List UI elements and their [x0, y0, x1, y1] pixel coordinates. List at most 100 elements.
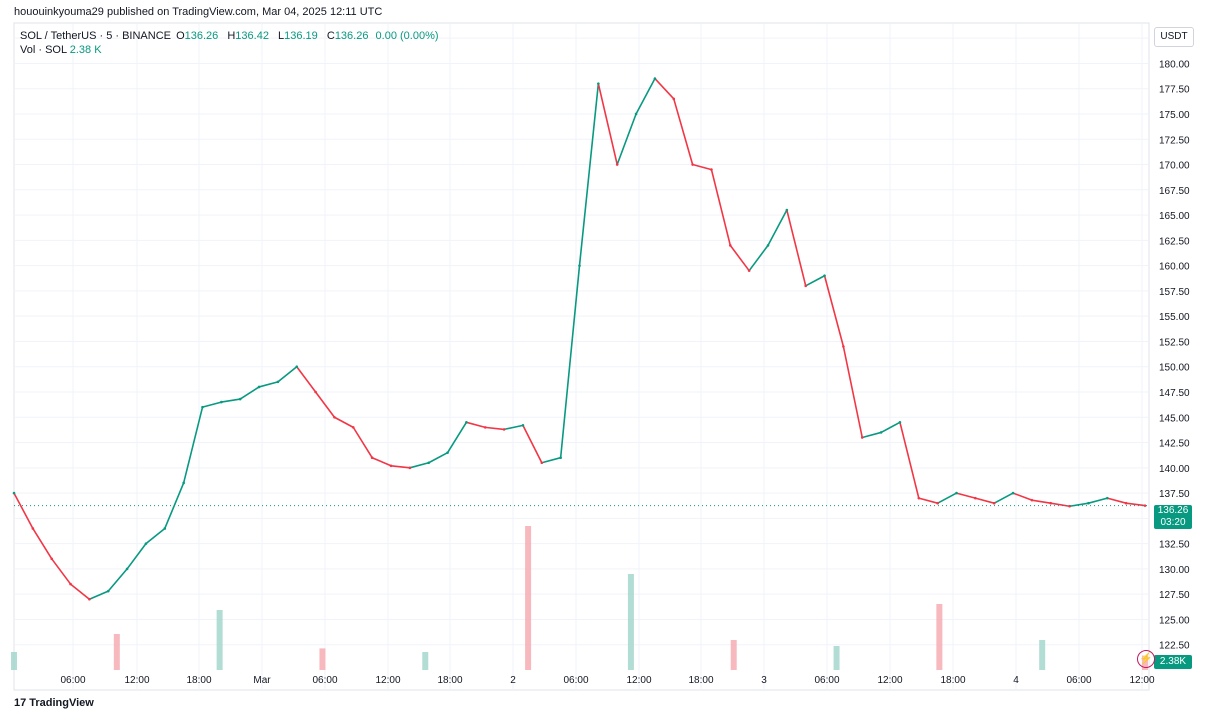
y-tick-label: 167.50 [1159, 186, 1190, 197]
price-segment [126, 543, 147, 570]
lightning-icon[interactable]: ⚡ [1137, 650, 1155, 668]
price-segment [390, 464, 410, 469]
x-tick-label: 12:00 [375, 675, 400, 686]
price-point [1124, 501, 1128, 505]
volume-bar [833, 646, 840, 670]
price-segment [258, 381, 279, 388]
price-segment [334, 416, 354, 429]
volume-bar [422, 652, 429, 670]
price-point [125, 567, 129, 571]
price-segment [899, 422, 920, 499]
volume-label[interactable]: Vol · SOL [20, 44, 67, 56]
price-segment [993, 492, 1014, 504]
price-point [276, 380, 280, 384]
price-point [295, 365, 299, 369]
y-tick-label: 172.50 [1159, 135, 1190, 146]
price-point [182, 481, 185, 485]
price-segment [352, 426, 373, 459]
x-tick-label: 06:00 [60, 675, 85, 686]
last-volume-label: 2.38K [1154, 655, 1192, 669]
price-point [974, 496, 977, 500]
volume-bar [936, 604, 943, 670]
price-point [50, 557, 53, 561]
price-point [729, 244, 732, 247]
price-point [691, 163, 694, 166]
price-point [201, 405, 204, 409]
price-point [69, 582, 72, 586]
chart-legend: SOL / TetherUS · 5 · BINANCE O136.26 H13… [20, 29, 443, 57]
price-point [333, 415, 336, 419]
price-point [540, 461, 544, 465]
price-segment [182, 406, 204, 484]
price-segment [692, 163, 712, 171]
symbol-label[interactable]: SOL / TetherUS · 5 · BINANCE [20, 30, 171, 42]
price-point [1049, 501, 1053, 505]
ohlc-row: SOL / TetherUS · 5 · BINANCE O136.26 H13… [20, 29, 443, 43]
y-tick-label: 177.50 [1159, 85, 1190, 96]
x-tick-label: 18:00 [437, 675, 462, 686]
x-tick-label: 06:00 [312, 675, 337, 686]
price-point [521, 424, 525, 427]
y-tick-label: 165.00 [1159, 211, 1190, 222]
x-tick-label: 12:00 [1129, 675, 1154, 686]
price-segment [1126, 502, 1146, 507]
y-tick-label: 127.50 [1159, 590, 1190, 601]
price-segment [541, 456, 561, 464]
low-value: 136.19 [284, 30, 318, 42]
close-key: C [326, 30, 335, 42]
price-segment [221, 398, 241, 403]
x-tick-label: 2 [510, 675, 516, 686]
price-point [314, 390, 317, 394]
y-tick-label: 122.50 [1159, 641, 1190, 652]
y-tick-label: 162.50 [1159, 236, 1190, 247]
price-segment [710, 169, 732, 246]
price-segment [1069, 502, 1089, 508]
price-segment [503, 424, 524, 431]
price-segment [239, 386, 260, 400]
price-point [747, 269, 751, 272]
price-segment [409, 461, 429, 469]
price-point [1143, 504, 1147, 507]
y-tick-label: 130.00 [1159, 565, 1190, 576]
x-tick-label: 18:00 [940, 675, 965, 686]
x-tick-label: 3 [761, 675, 767, 686]
currency-button[interactable]: USDT [1154, 27, 1194, 47]
volume-bar [1039, 640, 1046, 670]
price-point [653, 77, 657, 80]
plot-frame [13, 22, 1150, 691]
price-point [163, 527, 167, 530]
price-segment [466, 421, 486, 429]
price-point [879, 431, 883, 434]
y-tick-label: 180.00 [1159, 59, 1190, 70]
price-segment [428, 451, 448, 464]
price-point [352, 426, 355, 429]
y-tick-label: 170.00 [1159, 161, 1190, 172]
price-segment [296, 366, 317, 393]
publish-info: hououinkyouma29 published on TradingView… [14, 6, 383, 18]
price-segment [522, 424, 543, 464]
price-segment [89, 590, 109, 600]
price-point [992, 501, 996, 505]
tradingview-footer[interactable]: 17 TradingView [14, 697, 94, 709]
price-segment [956, 492, 976, 499]
price-segment [51, 558, 72, 585]
price-segment [729, 244, 750, 272]
price-point [31, 527, 35, 530]
low-key: L [278, 30, 285, 42]
price-segment [975, 497, 995, 504]
price-point [144, 542, 148, 545]
price-point [578, 264, 581, 267]
price-segment [314, 391, 336, 418]
price-segment [1012, 492, 1033, 501]
price-point [370, 456, 374, 460]
x-tick-label: 06:00 [1066, 675, 1091, 686]
volume-bar [627, 574, 634, 670]
price-segment [880, 421, 901, 434]
price-segment [13, 492, 34, 529]
price-segment [842, 346, 864, 438]
x-tick-label: 06:00 [814, 675, 839, 686]
price-point [766, 244, 770, 247]
price-segment [1088, 497, 1108, 504]
x-tick-label: 18:00 [688, 675, 713, 686]
